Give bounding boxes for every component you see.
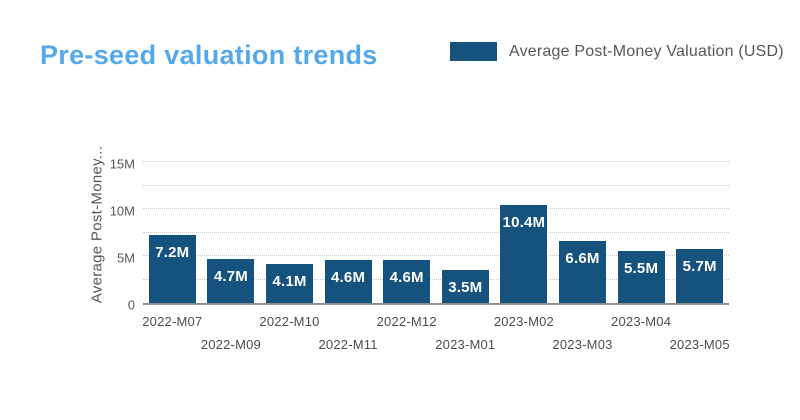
x-tick-label: 2022-M07 xyxy=(142,314,203,329)
bar-value-label: 4.1M xyxy=(272,273,307,291)
bar-2023-M01[interactable]: 3.5M xyxy=(441,270,489,303)
bar-value-label: 6.6M xyxy=(565,249,600,267)
x-tick-label: 2023-M04 xyxy=(611,314,672,329)
legend-label: Average Post-Money Valuation (USD) xyxy=(509,42,784,60)
y-tick-label: 10M xyxy=(109,203,135,219)
gridline xyxy=(143,231,729,233)
plot-area: 7.2M 4.7M 4.1M 4.6M 4.6M 3.5M 10.4M 6.6M 5.5M 5.7… xyxy=(143,161,729,305)
page-title: Pre-seed valuation trends xyxy=(40,40,378,70)
x-tick-label: 2022-M12 xyxy=(376,314,437,329)
bar-value-label: 5.5M xyxy=(624,260,659,278)
x-axis-labels: 2022-M07 2022-M09 2022-M10 2022-M11 2022-M12… xyxy=(142,305,730,365)
bar-value-label: 5.7M xyxy=(682,258,717,276)
gridline xyxy=(143,208,729,209)
x-tick-label: 2022-M10 xyxy=(259,314,320,329)
bar-value-label: 3.5M xyxy=(448,279,483,297)
gridline xyxy=(143,278,729,280)
gridline xyxy=(143,161,729,162)
x-tick-label: 2022-M11 xyxy=(318,337,378,352)
x-tick-label: 2022-M09 xyxy=(200,337,261,352)
legend-item[interactable]: Average Post-Money Valuation (USD) xyxy=(450,42,784,61)
bar-2022-M12[interactable]: 4.6M xyxy=(383,259,431,303)
bar-2023-M02[interactable]: 10.4M xyxy=(500,205,548,303)
bar-2023-M04[interactable]: 5.5M xyxy=(617,251,665,303)
legend-swatch-icon xyxy=(450,42,497,61)
bar-value-label: 4.6M xyxy=(389,268,424,286)
bar-value-label: 4.6M xyxy=(331,268,366,286)
bar-2023-M05[interactable]: 5.7M xyxy=(676,249,724,303)
bar-2022-M11[interactable]: 4.6M xyxy=(324,259,372,303)
bar-value-label: 7.2M xyxy=(155,244,190,262)
y-tick-label: 5M xyxy=(116,250,135,266)
gridline xyxy=(143,184,729,186)
y-tick-label: 0 xyxy=(127,297,135,313)
x-tick-label: 2023-M05 xyxy=(669,337,730,352)
y-axis-ticks: 0 5M 10M 15M xyxy=(0,157,135,313)
bar-2023-M03[interactable]: 6.6M xyxy=(559,240,606,303)
gridline xyxy=(143,255,729,256)
y-tick-label: 15M xyxy=(109,156,135,172)
bar-2022-M09[interactable]: 4.7M xyxy=(207,258,255,303)
bar-2022-M10[interactable]: 4.1M xyxy=(266,264,313,303)
bar-value-label: 4.7M xyxy=(213,267,248,285)
bar-value-label: 10.4M xyxy=(502,214,546,232)
x-tick-label: 2023-M02 xyxy=(493,314,554,329)
x-tick-label: 2023-M01 xyxy=(435,337,496,352)
x-tick-label: 2023-M03 xyxy=(552,337,613,352)
bar-2022-M07[interactable]: 7.2M xyxy=(148,235,196,303)
